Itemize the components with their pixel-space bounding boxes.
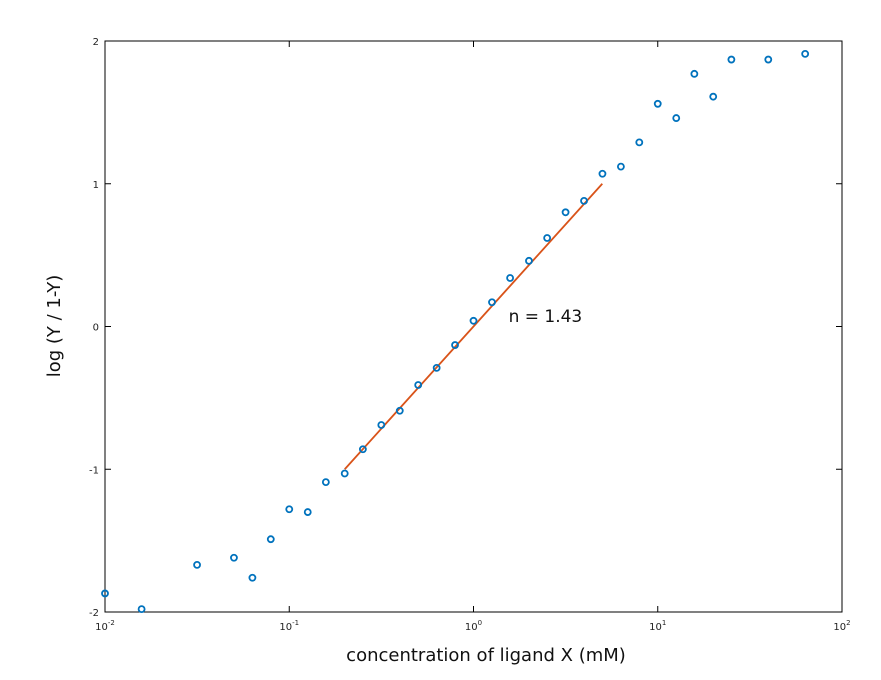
y-tick-label: 0 [93, 323, 99, 334]
data-point [451, 341, 459, 349]
data-point [561, 208, 570, 217]
fit-line-layer [344, 183, 603, 470]
y-tick-label: -2 [89, 608, 99, 619]
x-tick-label: 100 [465, 619, 482, 633]
x-tick-label: 102 [833, 619, 850, 633]
data-point [266, 535, 275, 544]
data-point [340, 469, 349, 478]
data-point [414, 381, 423, 389]
x-axis-ticks: 10-2 10-1 100 101 102 [95, 41, 851, 633]
data-point [727, 55, 736, 64]
data-point [801, 49, 810, 58]
fit-line [344, 183, 603, 470]
data-point [653, 99, 662, 108]
data-point [230, 553, 238, 562]
data-point [690, 69, 699, 78]
data-point [321, 478, 330, 486]
y-tick-label: -1 [89, 465, 99, 476]
data-point [101, 589, 109, 598]
data-point [525, 256, 533, 265]
data-point [672, 114, 681, 122]
data-point [469, 316, 478, 325]
x-tick-label: 10-2 [95, 619, 115, 633]
x-axis-title: concentration of ligand X (mM) [346, 645, 626, 666]
data-point [617, 162, 625, 171]
x-tick-label: 101 [649, 619, 666, 633]
data-point [488, 298, 496, 307]
data-point [395, 406, 404, 415]
y-tick-label: 1 [93, 180, 99, 191]
data-point [764, 55, 773, 64]
hill-coefficient-label: n = 1.43 [509, 307, 583, 327]
data-point [506, 274, 515, 282]
data-point [248, 573, 257, 582]
data-point [377, 421, 386, 429]
x-tick-label: 10-1 [279, 619, 299, 633]
data-point [285, 505, 294, 514]
y-axis-ticks: -2 -1 0 1 2 [89, 37, 842, 619]
data-points-layer [101, 49, 810, 614]
annotation-layer: n = 1.43 [509, 307, 583, 327]
data-point [580, 196, 588, 205]
y-axis-title: log (Y / 1-Y) [44, 275, 65, 378]
data-point [598, 169, 607, 178]
y-tick-label: 2 [93, 37, 99, 48]
data-point [709, 92, 718, 101]
data-point [358, 445, 367, 454]
data-point [303, 508, 312, 516]
data-point [635, 138, 644, 147]
data-point [543, 234, 552, 242]
data-point [137, 605, 146, 614]
data-point [193, 560, 201, 569]
data-point [432, 363, 441, 372]
